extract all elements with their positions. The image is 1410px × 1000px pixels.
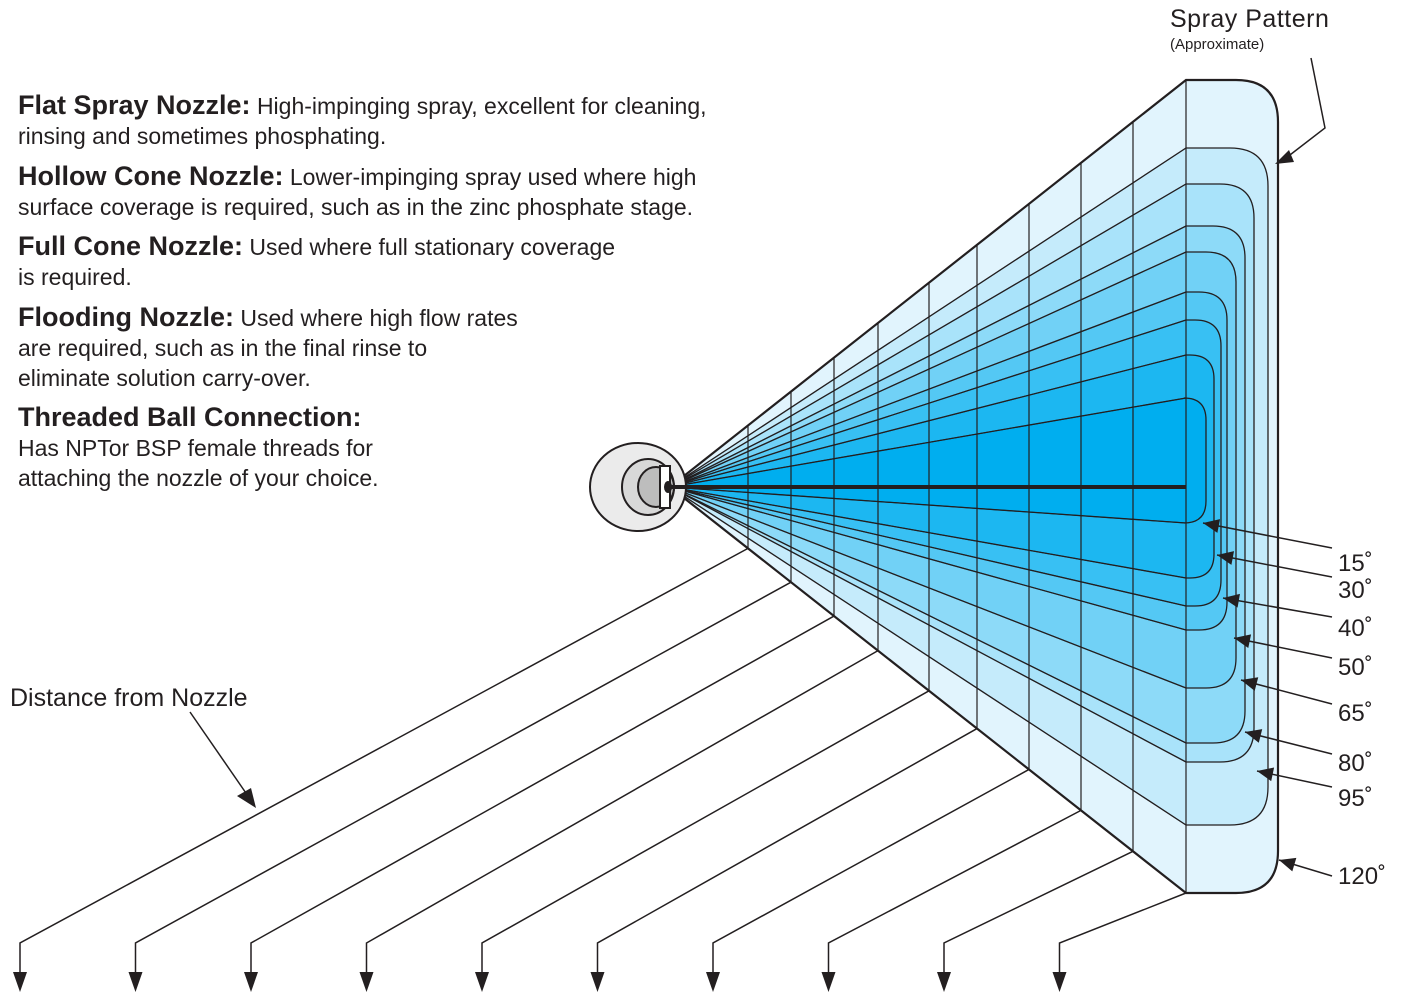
distance-arrow-5: [590, 727, 978, 992]
threaded-ball-text-3: attaching the nozzle of your choice.: [18, 465, 379, 491]
angle-label-0: 15˚: [1338, 550, 1373, 577]
angle-pointer-2: [1222, 593, 1333, 618]
flooding-description: Flooding Nozzle: Used where high flow ra…: [18, 302, 518, 393]
threaded-ball-term: Threaded Ball Connection:: [18, 402, 362, 432]
ray-top-1: [669, 147, 1187, 488]
angle-pointer-4: [1240, 677, 1333, 705]
flooding-text: Used where high flow rates: [240, 305, 518, 331]
spray-pattern-title: Spray Pattern: [1170, 5, 1330, 33]
distance-from-nozzle-label: Distance from Nozzle: [10, 684, 248, 712]
angle-label-3: 50˚: [1338, 654, 1373, 681]
ray-bottom-6: [669, 486, 1187, 607]
distance-arrow-2: [244, 615, 835, 992]
ray-top-8: [669, 397, 1187, 488]
distance-arrow-3: [359, 650, 879, 992]
ray-bottom-4: [669, 486, 1187, 689]
angle-label-1: 30˚: [1338, 577, 1373, 604]
threaded-ball-description: Threaded Ball Connection: Has NPTor BSP …: [18, 402, 379, 493]
hollow-cone-text-2: surface coverage is required, such as in…: [18, 194, 694, 220]
angle-label-5: 80˚: [1338, 750, 1373, 777]
distance-arrow-0: [13, 547, 749, 992]
ray-bottom-5: [669, 486, 1187, 631]
angle-pointer-1: [1216, 551, 1333, 578]
distance-arrow-8: [937, 850, 1134, 992]
angle-pointer-3: [1233, 634, 1333, 659]
ray-bottom-1: [669, 486, 1187, 826]
distance-arrow-6: [706, 768, 1030, 992]
angle-labels: 15˚30˚ 40˚ 50˚ 65˚ 80˚ 95˚ 120˚: [1338, 550, 1386, 890]
angle-leader-lines: [1202, 519, 1333, 877]
flooding-term: Flooding Nozzle:: [18, 302, 234, 332]
angle-pointer-0: [1202, 519, 1333, 549]
ray-top-4: [669, 251, 1187, 488]
flooding-text-3: eliminate solution carry-over.: [18, 365, 311, 391]
distance-arrow-4: [475, 690, 930, 992]
flat-spray-description: Flat Spray Nozzle: High-impinging spray,…: [18, 90, 707, 151]
ray-bottom-2: [669, 486, 1187, 763]
full-cone-text: Used where full stationary coverage: [249, 234, 616, 260]
angle-pointer-6: [1256, 767, 1333, 788]
distance-label-leader-line: [189, 711, 256, 808]
full-cone-description: Full Cone Nozzle: Used where full statio…: [18, 231, 615, 292]
spray-pattern-leader-line: [1275, 57, 1326, 164]
angle-pointer-5: [1244, 729, 1333, 755]
ray-top-2: [669, 183, 1187, 488]
hollow-cone-description: Hollow Cone Nozzle: Lower-impinging spra…: [18, 161, 696, 222]
angle-label-2: 40˚: [1338, 615, 1373, 642]
ray-top-3: [669, 225, 1187, 488]
angle-pointer-7: [1278, 857, 1333, 877]
flat-spray-text-2: rinsing and sometimes phosphating.: [18, 123, 387, 149]
distance-arrow-9: [1052, 892, 1187, 992]
full-cone-term: Full Cone Nozzle:: [18, 231, 243, 261]
nozzle-ball-icon: [589, 442, 687, 532]
flooding-text-2: are required, such as in the final rinse…: [18, 335, 428, 361]
ray-top-5: [669, 291, 1187, 488]
hollow-cone-term: Hollow Cone Nozzle:: [18, 161, 284, 191]
angle-label-7: 120˚: [1338, 863, 1386, 890]
ray-bottom-8: [669, 486, 1187, 524]
distance-arrow-7: [821, 809, 1082, 992]
hollow-cone-text: Lower-impinging spray used where high: [289, 164, 697, 190]
ray-top-6: [669, 319, 1187, 488]
distance-arrow-1: [128, 581, 792, 992]
ray-bottom-3: [669, 486, 1187, 744]
spray-band-8: [669, 397, 1207, 524]
flat-spray-term: Flat Spray Nozzle:: [18, 90, 251, 120]
distance-leader-lines: [13, 547, 1187, 992]
ray-top-7: [669, 354, 1187, 488]
angle-label-4: 65˚: [1338, 700, 1373, 727]
threaded-ball-text-2: Has NPTor BSP female threads for: [18, 435, 373, 461]
spray-rays: [669, 147, 1187, 826]
spray-pattern-subtitle: (Approximate): [1170, 36, 1265, 53]
full-cone-text-2: is required.: [18, 264, 132, 290]
angle-label-6: 95˚: [1338, 785, 1373, 812]
flat-spray-text: High-impinging spray, excellent for clea…: [256, 93, 707, 119]
ray-bottom-7: [669, 486, 1187, 579]
